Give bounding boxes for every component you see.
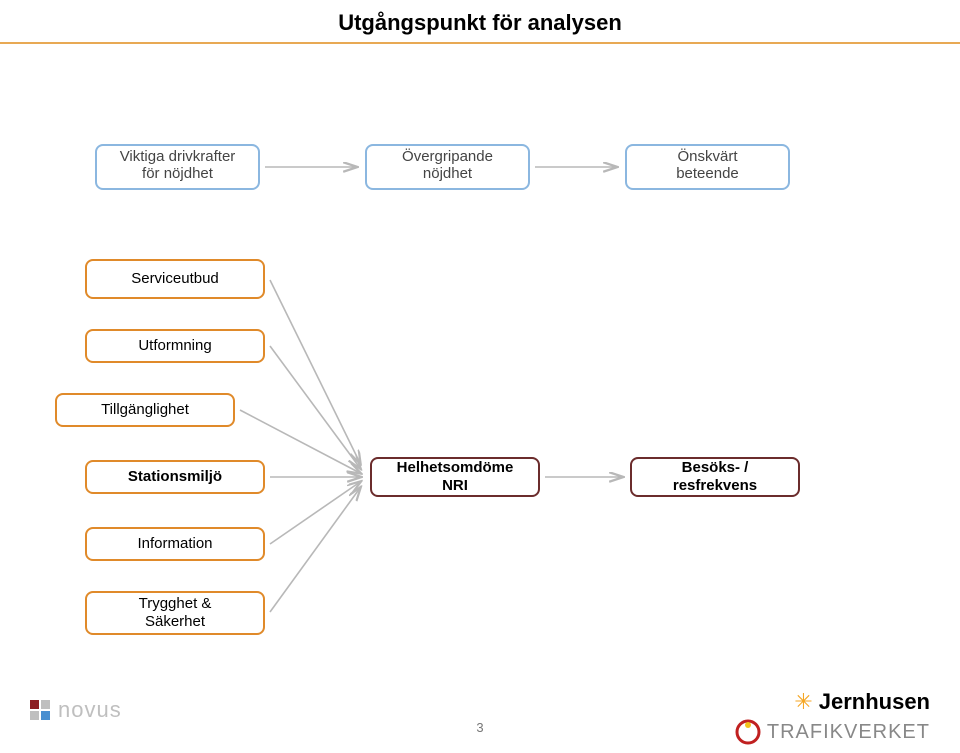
logo-jernhusen: ✳ Jernhusen	[794, 689, 930, 715]
logo-trafikverket: TRAFIKVERKET	[735, 719, 930, 745]
footer: novus 3 ✳ Jernhusen TRAFIKVERKET	[0, 677, 960, 753]
row1-right-label: Önskvärtbeteende	[625, 148, 790, 182]
novus-squares	[30, 700, 50, 720]
row1-mid-label: Övergripandenöjdhet	[365, 148, 530, 182]
jernhusen-text: Jernhusen	[819, 689, 930, 715]
novus-text: novus	[58, 697, 122, 723]
page-title: Utgångspunkt för analysen	[0, 0, 960, 36]
node-trygghet: Trygghet &Säkerhet	[85, 591, 265, 635]
node-stationsmiljo: Stationsmiljö	[85, 460, 265, 494]
page-number: 3	[476, 720, 483, 735]
novus-sq-4	[41, 711, 50, 720]
diagram-canvas: Viktiga drivkrafterför nöjdhet Övergripa…	[0, 44, 960, 644]
trafikverket-icon	[735, 719, 761, 745]
node-serviceutbud: Serviceutbud	[85, 259, 265, 299]
node-utformning: Utformning	[85, 329, 265, 363]
novus-sq-1	[30, 700, 39, 709]
novus-sq-3	[30, 711, 39, 720]
node-tillganglighet: Tillgänglighet	[55, 393, 235, 427]
row1-left-label: Viktiga drivkrafterför nöjdhet	[95, 148, 260, 182]
trafikverket-text: TRAFIKVERKET	[767, 721, 930, 744]
node-information: Information	[85, 527, 265, 561]
node-besok: Besöks- /resfrekvens	[630, 457, 800, 497]
jernhusen-icon: ✳	[794, 691, 812, 713]
node-helhet: HelhetsomdömeNRI	[370, 457, 540, 497]
logo-novus: novus	[30, 697, 122, 723]
novus-sq-2	[41, 700, 50, 709]
